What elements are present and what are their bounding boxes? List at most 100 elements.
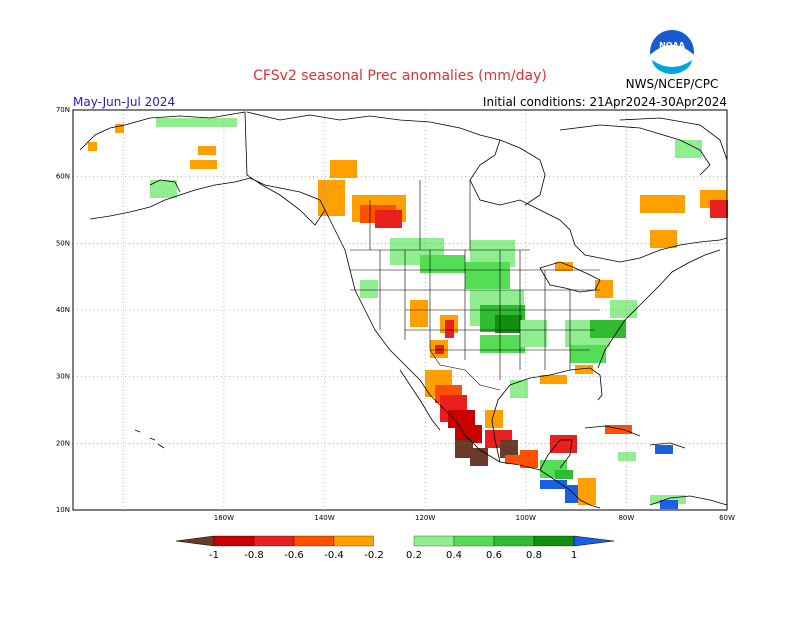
wet-cell	[492, 262, 501, 271]
dry-cell	[330, 160, 339, 169]
wet-cell	[504, 324, 513, 333]
colorbar-label: 0.6	[486, 550, 502, 561]
wet-cell	[390, 247, 399, 256]
dry-cell	[336, 180, 345, 189]
colorbar-label: -1	[209, 550, 219, 561]
dry-cell	[668, 230, 677, 239]
wet-cell	[619, 300, 628, 309]
dry-cell	[649, 195, 658, 204]
dry-cell	[550, 444, 559, 453]
dry-cell	[710, 209, 719, 218]
wet-cell	[226, 118, 235, 127]
dry-cell	[584, 365, 593, 374]
wet-cell	[489, 305, 498, 314]
dry-cell	[650, 230, 659, 239]
wet-cell	[417, 238, 426, 247]
lat-tick-label: 60N	[56, 173, 70, 181]
dry-cell	[587, 487, 596, 496]
dry-cell	[440, 324, 449, 333]
wet-cell	[465, 280, 474, 289]
dry-cell	[575, 365, 584, 374]
wet-cell	[529, 329, 538, 338]
dry-cell	[318, 198, 327, 207]
wet-cell	[369, 289, 378, 298]
wet-cell	[519, 389, 528, 398]
dry-cell	[494, 430, 503, 439]
dry-cell	[352, 213, 361, 222]
wet-cell	[570, 345, 579, 354]
colorbar-swatch	[374, 536, 414, 546]
dry-cell	[559, 435, 568, 444]
wet-cell	[159, 189, 168, 198]
dry-cell	[668, 239, 677, 248]
wet-cell	[497, 240, 506, 249]
lon-tick-label: 80W	[618, 514, 634, 522]
dry-cell	[393, 219, 402, 228]
dry-cell	[500, 449, 509, 458]
dry-cell	[709, 190, 718, 199]
wet-cell	[549, 469, 558, 478]
wet-cell	[650, 495, 659, 504]
wet-cell	[495, 324, 504, 333]
wet-cell	[675, 149, 684, 158]
dry-cell	[464, 449, 473, 458]
dry-cell	[440, 404, 449, 413]
wet-cell	[489, 314, 498, 323]
dry-cell	[378, 205, 387, 214]
colorbar-label: 0.8	[526, 550, 542, 561]
wet-cell	[420, 255, 429, 264]
wet-cell	[540, 469, 549, 478]
dry-cell	[336, 189, 345, 198]
wet-cell	[507, 344, 516, 353]
wet-cell	[492, 280, 501, 289]
dry-cell	[327, 207, 336, 216]
wet-cell	[479, 249, 488, 258]
dry-cell	[393, 210, 402, 219]
wet-cell	[516, 305, 525, 314]
dry-cell	[440, 413, 449, 422]
dry-cell	[379, 195, 388, 204]
wet-cell	[497, 249, 506, 258]
dry-cell	[410, 300, 419, 309]
dry-cell	[369, 214, 378, 223]
wet-cell	[168, 180, 177, 189]
colorbar-swatch	[333, 535, 375, 547]
wet-cell	[504, 315, 513, 324]
wet-cell	[483, 280, 492, 289]
dry-cell	[503, 430, 512, 439]
chart-title: CFSv2 seasonal Prec anomalies (mm/day)	[253, 68, 547, 84]
dry-cell	[568, 435, 577, 444]
colorbar-swatch	[493, 535, 535, 547]
wet-cell	[515, 299, 524, 308]
wet-cell	[520, 338, 529, 347]
dry-cell	[425, 370, 434, 379]
dry-cell	[473, 425, 482, 434]
wet-cell	[506, 240, 515, 249]
wet-cell	[565, 338, 574, 347]
dry-cell	[410, 309, 419, 318]
wet-cell	[574, 329, 583, 338]
dry-cell	[348, 160, 357, 169]
wet-cell	[465, 271, 474, 280]
wet-cell	[369, 280, 378, 289]
wet-cell	[470, 290, 479, 299]
wet-cell	[520, 329, 529, 338]
wet-cell	[549, 480, 558, 489]
dry-cell	[710, 200, 719, 209]
dry-cell	[440, 315, 449, 324]
dry-cell	[473, 434, 482, 443]
wet-cell	[470, 308, 479, 317]
lon-tick-label: 160W	[214, 514, 234, 522]
wet-cell	[168, 189, 177, 198]
wet-cell	[479, 299, 488, 308]
wet-cell	[574, 320, 583, 329]
colorbar-label: 0.2	[406, 550, 422, 561]
wet-cell	[456, 255, 465, 264]
wet-cell	[610, 300, 619, 309]
wet-cell	[510, 389, 519, 398]
wet-cell	[488, 240, 497, 249]
wet-cell	[599, 320, 608, 329]
dry-cell	[520, 450, 529, 459]
wet-cell	[470, 249, 479, 258]
